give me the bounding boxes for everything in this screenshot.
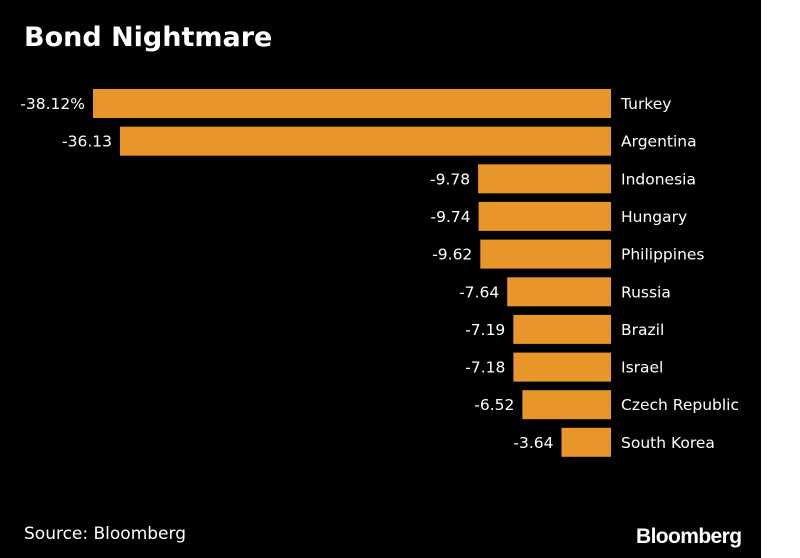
chart-title: Bond Nightmare xyxy=(24,22,273,53)
category-label: Russia xyxy=(621,283,671,301)
value-label: -9.74 xyxy=(430,208,470,226)
category-label: Czech Republic xyxy=(621,396,739,414)
category-label: Brazil xyxy=(621,321,664,339)
value-label: -7.19 xyxy=(465,321,505,339)
category-label: Turkey xyxy=(620,95,671,113)
category-label: Hungary xyxy=(621,208,687,226)
bar-turkey xyxy=(93,89,611,118)
value-label: -3.64 xyxy=(513,434,553,452)
bar-argentina xyxy=(120,126,611,156)
category-label: Philippines xyxy=(621,246,705,264)
category-label: Israel xyxy=(621,359,663,377)
category-label: South Korea xyxy=(621,434,715,452)
bar-brazil xyxy=(513,314,611,344)
bar-russia xyxy=(507,277,611,307)
category-label: Indonesia xyxy=(621,170,696,188)
bloomberg-logo: Bloomberg xyxy=(636,525,742,548)
source-note: Source: Bloomberg xyxy=(24,524,186,544)
category-label: Argentina xyxy=(621,133,697,151)
value-label: -38.12% xyxy=(20,95,85,113)
bar-hungary xyxy=(478,201,611,231)
bar-philippines xyxy=(480,239,611,269)
value-label: -7.18 xyxy=(465,359,505,377)
value-label: -9.62 xyxy=(432,246,472,264)
bar-czech-republic xyxy=(522,390,611,420)
value-label: -36.13 xyxy=(62,133,112,151)
bar-israel xyxy=(513,352,611,382)
value-label: -9.78 xyxy=(430,170,470,188)
bar-indonesia xyxy=(478,164,611,194)
bar-south-korea xyxy=(561,427,611,457)
bar-chart: -38.12% Turkey -36.13 Argentina -9.78 Indones… xyxy=(20,89,739,457)
value-label: -6.52 xyxy=(474,396,514,414)
value-label: -7.64 xyxy=(459,283,499,301)
chart-panel: Bond Nightmare -38.12% Turkey -36.13 Argent… xyxy=(0,0,761,558)
